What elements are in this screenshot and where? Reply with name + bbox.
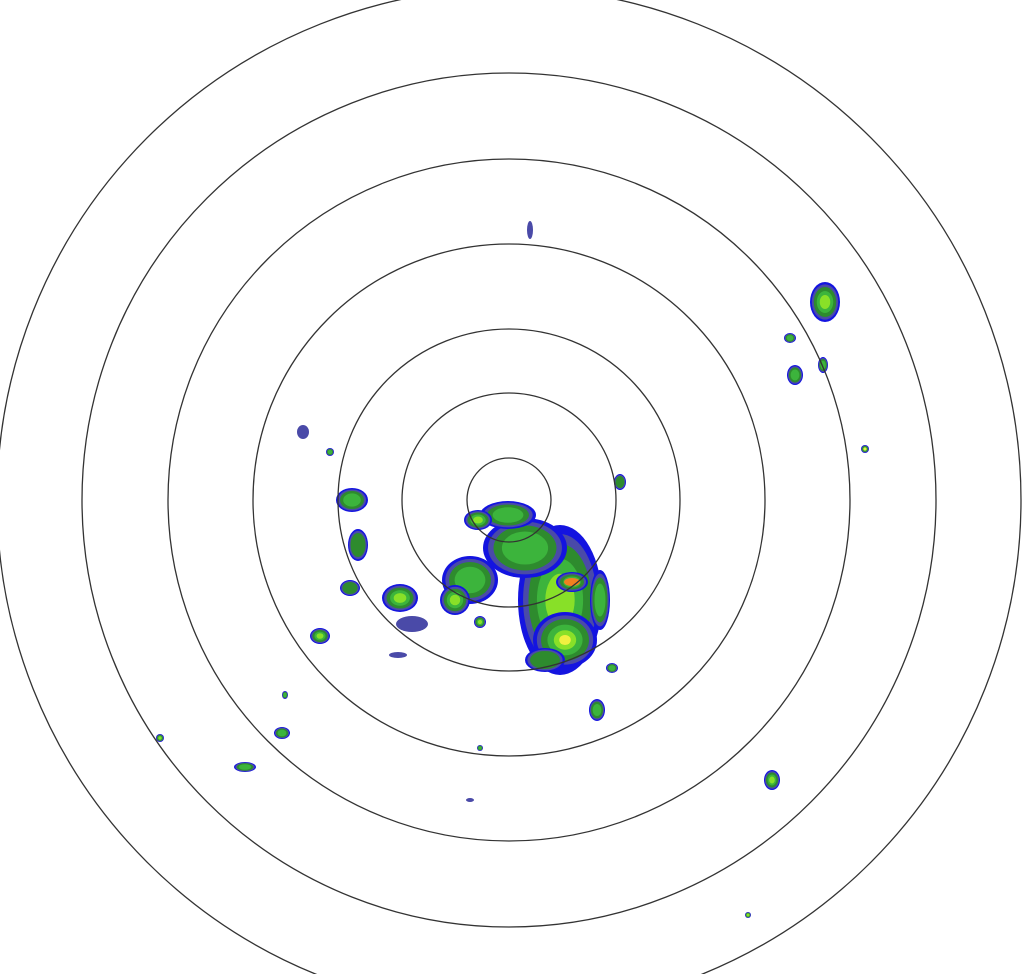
range-ring (401, 392, 617, 608)
radar-echo (483, 518, 567, 578)
radar-echo (156, 734, 164, 742)
radar-echo (348, 529, 368, 561)
radar-echo (297, 425, 309, 439)
radar-echo (606, 663, 618, 673)
radar-echo (382, 584, 418, 612)
radar-echo (525, 648, 565, 672)
radar-echo (590, 570, 610, 630)
radar-echo (745, 912, 751, 918)
radar-echo (810, 282, 840, 322)
radar-echo (474, 616, 486, 628)
radar-echo (764, 770, 780, 790)
range-ring (337, 328, 681, 672)
radar-echo (477, 745, 483, 751)
radar-echo (861, 445, 869, 453)
radar-echo (784, 333, 796, 343)
precipitation-echoes (156, 221, 869, 918)
radar-echo (282, 691, 288, 699)
range-ring (81, 72, 937, 928)
radar-echo (389, 652, 407, 658)
radar-echo (274, 727, 290, 739)
range-ring (167, 158, 851, 842)
radar-echo (589, 699, 605, 721)
radar-echo (614, 474, 626, 490)
radar-echo (310, 628, 330, 644)
radar-echo (234, 762, 256, 772)
radar-echo (440, 585, 470, 615)
radar-echo (326, 448, 334, 456)
range-ring (466, 457, 552, 543)
radar-echo (818, 357, 828, 373)
radar-echo (556, 572, 588, 592)
radar-echo (480, 501, 536, 529)
radar-echo (464, 510, 492, 530)
radar-echo (396, 616, 428, 632)
radar-echo (466, 798, 474, 802)
radar-echo (336, 488, 368, 512)
radar-echo (340, 580, 360, 596)
radar-echo (787, 365, 803, 385)
radar-echo (527, 221, 533, 239)
range-ring (252, 243, 766, 757)
